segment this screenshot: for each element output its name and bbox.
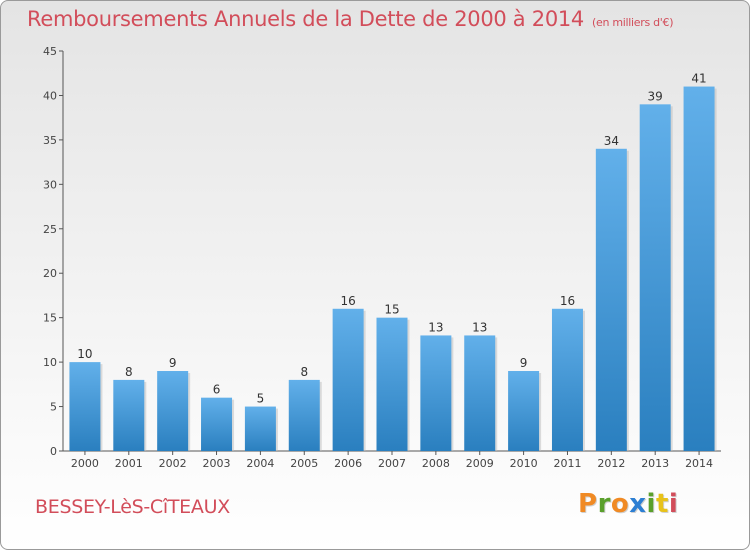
logo-letter: o (610, 489, 630, 519)
logo-letter: i (646, 489, 656, 519)
logo-letter: r (597, 489, 611, 519)
commune-name: BESSEY-LèS-CîTEAUX (35, 496, 230, 518)
x-tick-label: 2003 (203, 457, 231, 470)
x-tick-label: 2007 (378, 457, 406, 470)
x-tick-label: 2001 (115, 457, 143, 470)
logo-letter: i (668, 489, 679, 519)
x-tick-label: 2004 (246, 457, 274, 470)
x-tick-label: 2005 (290, 457, 318, 470)
proxiti-logo: Proxiti (578, 489, 678, 519)
data-label: 16 (560, 294, 575, 308)
y-tick-label: 10 (43, 356, 57, 369)
x-tick-label: 2013 (641, 457, 669, 470)
bar (639, 104, 671, 451)
y-tick-label: 45 (43, 45, 57, 58)
data-label: 5 (257, 392, 265, 406)
data-label: 13 (428, 320, 443, 334)
y-tick-label: 35 (43, 134, 57, 147)
chart-title: Remboursements Annuels de la Dette de 20… (27, 7, 673, 31)
bar (332, 308, 364, 451)
bar (464, 335, 496, 451)
data-label: 10 (77, 347, 92, 361)
logo-letter: t (655, 489, 669, 519)
y-tick-label: 0 (50, 445, 57, 458)
data-label: 41 (691, 72, 706, 86)
y-tick-label: 25 (43, 223, 57, 236)
y-tick-label: 20 (43, 267, 57, 280)
bar (420, 335, 452, 451)
x-tick-label: 2002 (159, 457, 187, 470)
y-tick-label: 15 (43, 312, 57, 325)
x-tick-label: 2008 (422, 457, 450, 470)
data-label: 8 (125, 365, 133, 379)
data-label: 9 (169, 356, 177, 370)
y-tick-label: 5 (50, 401, 57, 414)
data-label: 13 (472, 320, 487, 334)
bar (683, 86, 715, 452)
x-tick-label: 2000 (71, 457, 99, 470)
data-label: 15 (384, 303, 399, 317)
bar (551, 308, 583, 451)
logo-letter: x (629, 489, 647, 519)
data-label: 6 (213, 383, 221, 397)
bar (69, 362, 101, 451)
bar (595, 148, 627, 451)
data-label: 16 (340, 294, 355, 308)
bar (508, 371, 540, 451)
y-tick-label: 40 (43, 89, 57, 102)
x-tick-label: 2012 (597, 457, 625, 470)
logo-letter: P (578, 489, 598, 519)
x-tick-label: 2014 (685, 457, 713, 470)
data-label: 8 (300, 365, 308, 379)
y-tick-label: 30 (43, 178, 57, 191)
x-tick-label: 2006 (334, 457, 362, 470)
data-label: 39 (648, 89, 663, 103)
x-tick-label: 2009 (466, 457, 494, 470)
bar (376, 317, 408, 451)
unit-label: (en milliers d'€) (592, 16, 674, 29)
bar (288, 379, 320, 451)
bar (113, 379, 145, 451)
x-tick-label: 2011 (553, 457, 581, 470)
bar (157, 371, 189, 451)
bar (201, 397, 233, 451)
data-label: 9 (520, 356, 528, 370)
bar (244, 406, 276, 451)
chart-title-text: Remboursements Annuels de la Dette de 20… (27, 7, 584, 31)
data-label: 34 (604, 134, 619, 148)
x-tick-label: 2010 (510, 457, 538, 470)
